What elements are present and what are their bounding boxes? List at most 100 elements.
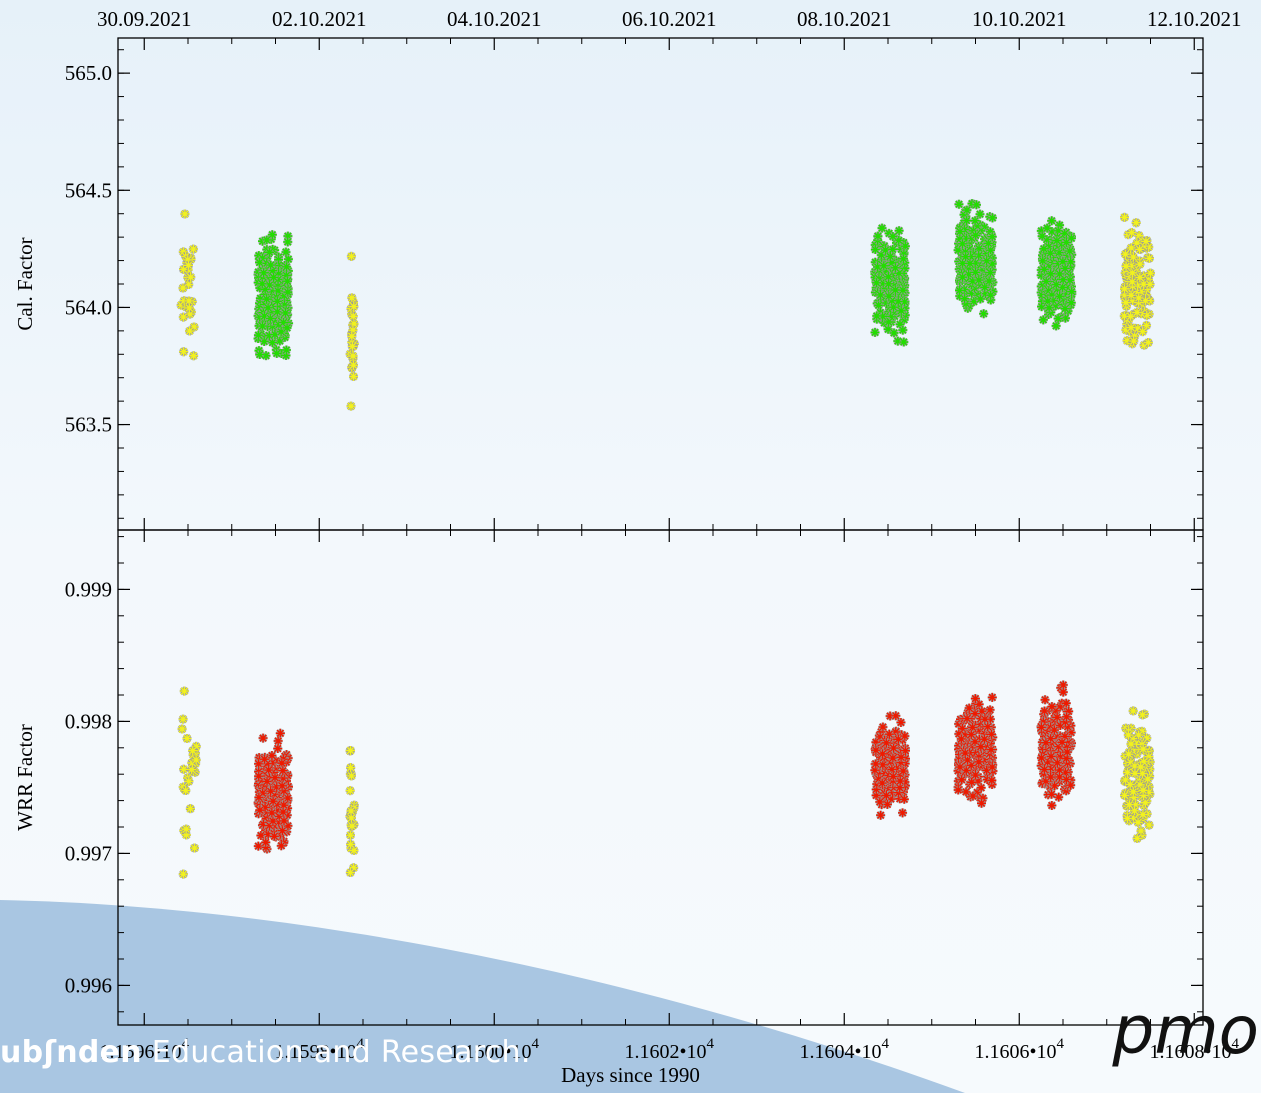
data-point-calibration-inner [1051, 280, 1061, 290]
data-point-wrr-inner [1052, 712, 1062, 722]
tagline-text: Education and Research. [151, 1035, 531, 1070]
data-point-wrr-inner [881, 791, 891, 801]
data-point-wrr-inner [896, 717, 906, 727]
data-point-wrr-inner [1054, 765, 1064, 775]
data-point-wrr-inner [972, 787, 982, 797]
data-point-wrr-inner [267, 758, 277, 768]
data-point-reference-inner [346, 745, 356, 755]
data-point-calibration-inner [878, 278, 888, 288]
data-point-calibration-inner [1043, 296, 1053, 306]
x-tick-exponent: 4 [1232, 1036, 1240, 1052]
data-point-calibration-inner [964, 269, 974, 279]
data-point-wrr-inner [255, 805, 265, 815]
data-point-reference-inner [178, 869, 188, 879]
data-point-calibration-inner [272, 307, 282, 317]
data-point-wrr-inner [953, 785, 963, 795]
data-point-calibration-inner [884, 279, 894, 289]
data-point-wrr-inner [900, 731, 910, 741]
data-point-reference-inner [1124, 749, 1134, 759]
data-point-wrr-inner [277, 826, 287, 836]
data-point-wrr-inner [1054, 742, 1064, 752]
data-point-calibration-inner [1051, 301, 1061, 311]
data-point-reference-inner [1128, 813, 1138, 823]
data-point-reference-inner [1136, 762, 1146, 772]
data-point-wrr-inner [888, 772, 898, 782]
data-point-reference-inner [347, 293, 357, 303]
data-point-calibration-inner [255, 312, 265, 322]
data-point-reference-inner [180, 209, 190, 219]
data-point-wrr-inner [1047, 789, 1057, 799]
data-point-calibration-inner [887, 258, 897, 268]
brand-text-2: nden [56, 1035, 142, 1070]
data-point-wrr-inner [887, 764, 897, 774]
data-point-reference-inner [1127, 277, 1137, 287]
data-point-reference-inner [1119, 311, 1129, 321]
data-point-calibration-inner [980, 282, 990, 292]
data-point-calibration-inner [257, 321, 267, 331]
data-point-calibration-inner [877, 223, 887, 233]
data-point-reference-inner [1127, 228, 1137, 238]
data-point-wrr-inner [1055, 772, 1065, 782]
data-point-wrr-inner [1060, 731, 1070, 741]
data-point-calibration-inner [976, 265, 986, 275]
data-point-wrr-inner [986, 729, 996, 739]
pmo-logo: pmo [1112, 992, 1259, 1069]
data-point-calibration-inner [275, 336, 285, 346]
data-point-reference-inner [349, 846, 359, 856]
data-point-calibration-inner [283, 254, 293, 264]
data-point-calibration-inner [1055, 291, 1065, 301]
data-point-calibration-inner [264, 280, 274, 290]
data-point-wrr-inner [275, 728, 285, 738]
data-point-wrr-inner [898, 808, 908, 818]
data-point-calibration-inner [282, 276, 292, 286]
data-point-calibration-inner [960, 247, 970, 257]
data-point-reference-inner [184, 776, 194, 786]
data-point-wrr-inner [888, 788, 898, 798]
data-point-wrr-inner [974, 734, 984, 744]
data-point-wrr-inner [283, 793, 293, 803]
data-point-reference-inner [346, 401, 356, 411]
data-point-wrr-inner [871, 759, 881, 769]
data-point-reference-inner [1120, 284, 1129, 294]
data-point-wrr-inner [888, 753, 898, 763]
data-point-reference-inner [1128, 706, 1138, 716]
data-point-calibration-inner [282, 262, 292, 272]
data-point-calibration-inner [875, 240, 885, 250]
data-point-calibration-inner [1058, 275, 1068, 285]
data-point-calibration-inner [986, 295, 996, 305]
x-tick-exponent: 4 [532, 1036, 540, 1052]
data-point-calibration-inner [1065, 246, 1075, 256]
data-point-calibration-inner [253, 267, 263, 277]
data-point-calibration-inner [985, 227, 995, 237]
data-point-calibration-inner [260, 289, 270, 299]
data-point-reference-inner [1127, 268, 1137, 278]
data-point-wrr-inner [277, 781, 287, 791]
data-point-calibration-inner [970, 258, 980, 268]
data-point-wrr-inner [254, 759, 264, 769]
data-point-wrr-inner [278, 807, 288, 817]
data-point-wrr-inner [1040, 695, 1050, 705]
data-point-calibration-inner [965, 238, 975, 248]
data-point-wrr-inner [968, 722, 978, 732]
data-point-wrr-inner [975, 719, 985, 729]
data-point-reference-inner [1140, 798, 1150, 808]
data-point-wrr-inner [899, 794, 909, 804]
data-point-reference-inner [177, 724, 187, 734]
data-point-calibration-inner [895, 319, 905, 329]
data-point-wrr-inner [1045, 763, 1055, 773]
data-point-wrr-inner [970, 709, 980, 719]
data-point-reference-inner [182, 733, 192, 743]
data-point-calibration-inner [979, 222, 989, 232]
data-point-reference-inner [1129, 792, 1139, 802]
panel-frame [117, 529, 1204, 1026]
data-point-calibration-inner [279, 317, 288, 327]
data-point-calibration-inner [1037, 290, 1047, 300]
data-point-calibration-inner [959, 284, 969, 294]
data-point-wrr-inner [877, 778, 887, 788]
data-point-reference-inner [185, 804, 195, 814]
data-point-wrr-inner [886, 794, 896, 804]
data-point-reference-inner [1120, 212, 1129, 222]
data-point-reference-inner [1126, 261, 1136, 271]
y-tick-label: 565.0 [65, 61, 112, 85]
data-point-calibration-inner [259, 268, 269, 278]
